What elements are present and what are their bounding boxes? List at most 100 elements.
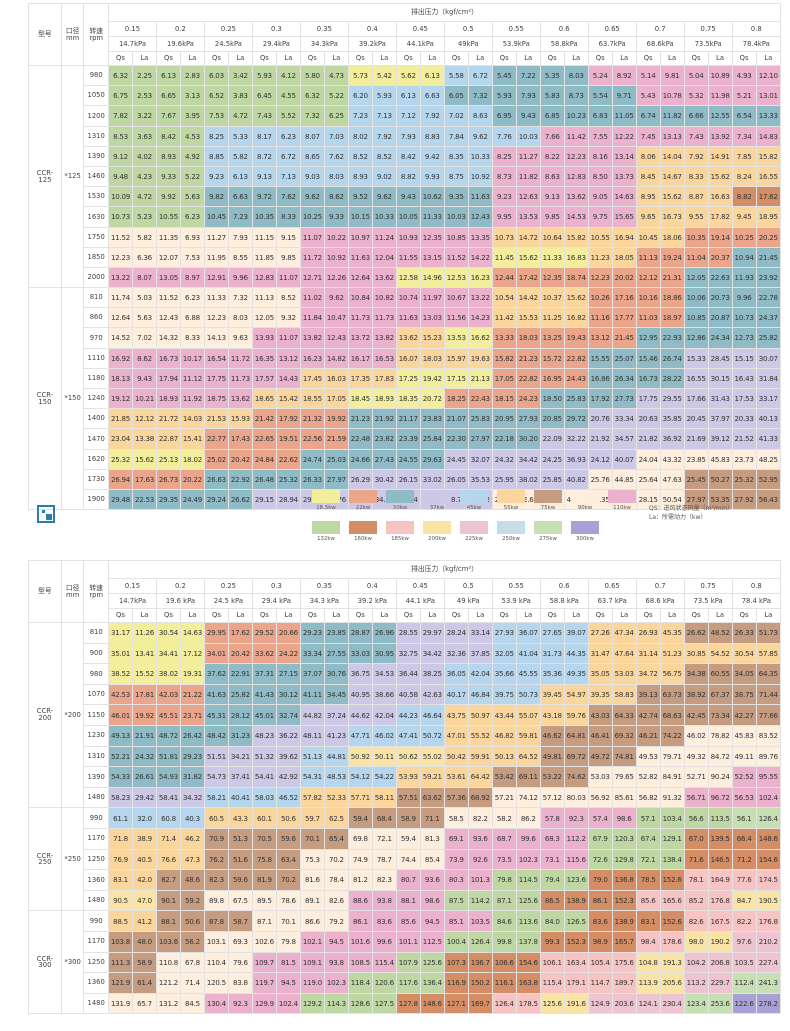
- qs-cell: 35.05: [587, 663, 613, 685]
- la-cell: 175.6: [611, 951, 637, 974]
- la-cell: 112.2: [563, 827, 589, 850]
- la-header: La: [707, 608, 733, 623]
- la-cell: 9.43: [131, 367, 157, 390]
- qs-cell: 26.73: [155, 468, 181, 490]
- la-cell: 4.02: [131, 145, 157, 167]
- la-cell: 15.65: [611, 206, 637, 228]
- la-cell: 42.04: [467, 663, 493, 685]
- legend-label: 45kw: [466, 505, 482, 511]
- qs-cell: 8.02: [347, 125, 373, 147]
- la-cell: 21.45: [755, 246, 782, 268]
- qs-cell: 11.72: [299, 246, 325, 268]
- qs-cell: 5.93: [251, 64, 277, 87]
- la-cell: 42.0: [131, 869, 157, 891]
- la-cell: 34.32: [179, 786, 205, 809]
- legend-label: 22kw: [355, 505, 371, 511]
- la-cell: 10.03: [515, 125, 541, 147]
- la-cell: 48.52: [707, 622, 733, 644]
- la-cell: 65.7: [131, 992, 157, 1015]
- qs-cell: 13.25: [539, 327, 565, 349]
- la-cell: 77.66: [755, 704, 782, 726]
- la-cell: 19.43: [563, 327, 589, 349]
- la-cell: 203.6: [611, 992, 637, 1015]
- qs-cell: 6.13: [155, 64, 181, 87]
- la-cell: 19.31: [179, 663, 205, 685]
- la-header: La: [323, 51, 349, 66]
- qs-header: Qs: [203, 51, 229, 66]
- la-cell: 59.81: [515, 724, 541, 747]
- la-cell: 8.52: [275, 287, 301, 309]
- qs-cell: 16.43: [731, 367, 757, 390]
- table-row: 2000 13.22 8.07 13.05 8.97 12.91 9.96 12.83 11.0…: [29, 266, 782, 289]
- qs-cell: 100.4: [443, 930, 469, 953]
- la-cell: 11.82: [515, 165, 541, 188]
- la-cell: 35.53: [467, 468, 493, 490]
- rpm-value: 1200: [83, 105, 109, 127]
- qs-cell: 60.8: [155, 807, 181, 829]
- la-cell: 29.55: [659, 387, 685, 410]
- la-cell: 22.53: [131, 488, 157, 511]
- qs-cell: 8.75: [443, 165, 469, 188]
- la-cell: 6.88: [179, 307, 205, 329]
- qs-cell: 90.1: [155, 889, 181, 912]
- la-cell: 91.32: [659, 786, 685, 809]
- la-cell: 84.72: [707, 745, 733, 768]
- qs-header: Qs: [683, 608, 709, 623]
- la-cell: 41.04: [515, 642, 541, 665]
- qs-cell: 8.17: [251, 125, 277, 147]
- la-cell: 45.83: [707, 448, 733, 470]
- qs-cell: 17.25: [395, 367, 421, 390]
- la-cell: 40.5: [131, 848, 157, 871]
- legend-item: 200kw: [423, 521, 451, 542]
- legend-label: 110kw: [613, 505, 631, 511]
- la-cell: 6.72: [467, 64, 493, 87]
- qs-cell: 11.45: [491, 246, 517, 268]
- la-cell: 10.92: [323, 246, 349, 268]
- la-cell: 92.3: [563, 807, 589, 829]
- la-cell: 24.23: [515, 387, 541, 410]
- table-row: 1250 76.9 40.5 76.6 47.3 76.2 51.6 75.8 63.4 75.3…: [29, 848, 782, 871]
- la-cell: 114.3: [323, 992, 349, 1015]
- rpm-value: 980: [83, 663, 109, 685]
- la-cell: 23.82: [371, 428, 397, 450]
- la-cell: 14.63: [179, 622, 205, 644]
- la-cell: 178.6: [659, 930, 685, 953]
- la-cell: 28.12: [227, 704, 253, 726]
- la-cell: 13.62: [227, 387, 253, 410]
- la-cell: 38.02: [515, 468, 541, 490]
- speed-unit-label: rpm: [89, 590, 104, 599]
- la-cell: 4.73: [323, 64, 349, 87]
- qs-cell: 11.13: [251, 287, 277, 309]
- la-cell: 32.07: [467, 448, 493, 470]
- qs-cell: 8.65: [299, 145, 325, 167]
- la-cell: 58.83: [611, 683, 637, 706]
- qs-cell: 11.52: [155, 287, 181, 309]
- table-row: 1470 23.04 13.38 22.87 15.41 22.77 17.43 22.65 1…: [29, 428, 782, 450]
- la-cell: 93.8: [371, 889, 397, 912]
- qs-cell: 9.75: [587, 206, 613, 228]
- la-cell: 74.12: [515, 786, 541, 809]
- qs-cell: 109.1: [299, 951, 325, 974]
- la-cell: 85.4: [419, 848, 445, 871]
- la-cell: 206.8: [707, 951, 733, 974]
- legend-swatch: [534, 521, 562, 534]
- rpm-value: 1250: [83, 951, 109, 974]
- la-cell: 150.2: [467, 972, 493, 994]
- la-cell: 7.13: [371, 105, 397, 127]
- la-cell: 16.62: [467, 327, 493, 349]
- qs-cell: 16.23: [299, 347, 325, 369]
- qs-cell: 129.2: [299, 992, 325, 1015]
- la-cell: 5.22: [323, 85, 349, 107]
- table-row: 1360 83.1 42.0 82.7 48.6 82.3 59.6 81.9 70.2 81.6…: [29, 869, 782, 891]
- qs-cell: 12.44: [491, 266, 517, 289]
- qs-cell: 45.31: [203, 704, 229, 726]
- qs-cell: 82.6: [683, 910, 709, 932]
- qs-cell: 119.0: [299, 972, 325, 994]
- qs-cell: 11.74: [108, 287, 133, 309]
- qs-cell: 75.8: [251, 848, 277, 871]
- la-cell: 4.55: [275, 85, 301, 107]
- la-cell: 70.1: [275, 910, 301, 932]
- qs-cell: 9.13: [251, 165, 277, 188]
- qs-cell: 11.95: [203, 246, 229, 268]
- la-cell: 74.22: [659, 724, 685, 747]
